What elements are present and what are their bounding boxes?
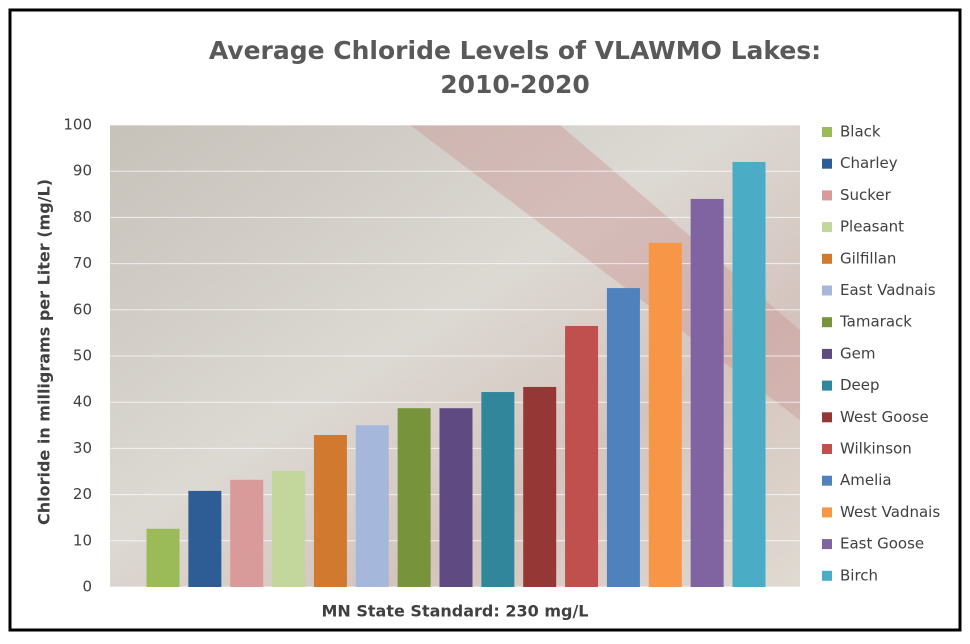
legend-label: Wilkinson bbox=[840, 440, 912, 458]
legend-label: Amelia bbox=[840, 471, 892, 489]
legend-swatch bbox=[822, 286, 832, 296]
bar bbox=[481, 392, 514, 587]
bar bbox=[649, 243, 682, 587]
legend-swatch bbox=[822, 159, 832, 169]
legend-swatch bbox=[822, 317, 832, 327]
y-axis-label: Chloride in milligrams per Liter (mg/L) bbox=[35, 179, 54, 525]
bar bbox=[691, 199, 724, 587]
y-tick-label: 70 bbox=[73, 254, 92, 272]
bar bbox=[523, 387, 556, 587]
legend-label: West Vadnais bbox=[840, 503, 940, 521]
y-tick-label: 100 bbox=[63, 116, 92, 134]
legend-label: East Goose bbox=[840, 535, 924, 553]
y-tick-label: 40 bbox=[73, 393, 92, 411]
bar bbox=[147, 529, 180, 587]
y-tick-label: 0 bbox=[82, 578, 92, 596]
legend-label: Deep bbox=[840, 376, 880, 394]
legend-label: Gilfillan bbox=[840, 249, 896, 267]
bar bbox=[733, 162, 766, 587]
legend-swatch bbox=[822, 127, 832, 137]
legend-swatch bbox=[822, 507, 832, 517]
x-axis-label: MN State Standard: 230 mg/L bbox=[322, 602, 589, 621]
legend-label: East Vadnais bbox=[840, 281, 936, 299]
y-tick-label: 80 bbox=[73, 208, 92, 226]
legend-swatch bbox=[822, 444, 832, 454]
y-tick-label: 90 bbox=[73, 162, 92, 180]
legend-label: Charley bbox=[840, 154, 898, 172]
bar bbox=[398, 408, 431, 587]
y-tick-label: 60 bbox=[73, 300, 92, 318]
y-tick-label: 30 bbox=[73, 439, 92, 457]
bar bbox=[440, 408, 473, 587]
bar bbox=[188, 491, 221, 587]
legend-swatch bbox=[822, 476, 832, 486]
legend-swatch bbox=[822, 412, 832, 422]
legend-swatch bbox=[822, 254, 832, 264]
legend-swatch bbox=[822, 349, 832, 359]
legend-swatch bbox=[822, 190, 832, 200]
legend-label: Gem bbox=[840, 344, 875, 362]
bar bbox=[230, 480, 263, 587]
legend-label: West Goose bbox=[840, 408, 929, 426]
y-tick-label: 50 bbox=[73, 347, 92, 365]
legend-swatch bbox=[822, 539, 832, 549]
legend-label: Pleasant bbox=[840, 218, 904, 236]
chart-title: Average Chloride Levels of VLAWMO Lakes: bbox=[209, 36, 821, 65]
bar bbox=[565, 326, 598, 587]
legend-swatch bbox=[822, 222, 832, 232]
bar bbox=[272, 471, 305, 587]
bar bbox=[314, 435, 347, 587]
legend-label: Tamarack bbox=[839, 313, 912, 331]
chart: Average Chloride Levels of VLAWMO Lakes:… bbox=[0, 0, 970, 640]
bar bbox=[356, 425, 389, 587]
page: Average Chloride Levels of VLAWMO Lakes:… bbox=[0, 0, 970, 644]
legend-label: Black bbox=[840, 123, 881, 141]
legend-swatch bbox=[822, 571, 832, 581]
legend-label: Sucker bbox=[840, 186, 892, 204]
legend-swatch bbox=[822, 381, 832, 391]
y-tick-label: 20 bbox=[73, 485, 92, 503]
y-tick-label: 10 bbox=[73, 531, 92, 549]
bar bbox=[607, 288, 640, 587]
chart-title: 2010-2020 bbox=[440, 70, 590, 99]
legend-label: Birch bbox=[840, 566, 878, 584]
